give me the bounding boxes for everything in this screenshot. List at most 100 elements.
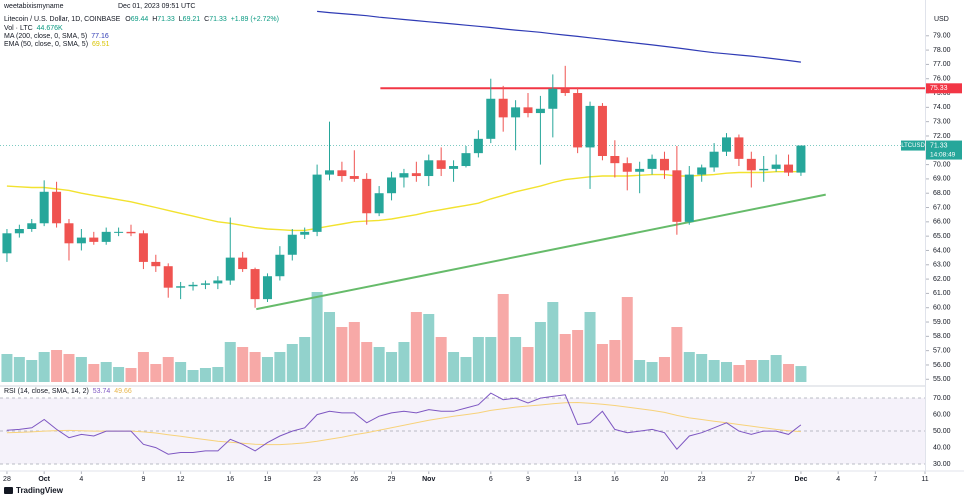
volume-bar [733,365,745,382]
ohlc-letter: O [125,16,131,23]
volume-bar [299,337,311,382]
ohlc-value: 71.33 [209,16,227,23]
candle-body [523,107,533,114]
x-tick-label: 27 [747,476,755,483]
candle-body [163,266,173,288]
symbol-legend: Litecoin / U.S. Dollar, 1D, COINBASE O69… [4,16,279,23]
volume-bar [596,344,608,382]
x-tick-label: 12 [177,476,185,483]
y-tick-label: 57.00 [933,347,951,354]
volume-bar [175,362,187,382]
rsi-lines [6,392,802,455]
x-tick-label: 4 [836,476,840,483]
volume-bar [783,364,795,382]
candle-body [362,178,372,214]
candle-body [39,191,49,224]
x-tick-label: Dec [795,476,808,483]
candle-body [89,237,99,242]
volume-bar [671,327,683,382]
volume-bar [497,294,509,382]
volume-bar [249,352,261,382]
ohlc-letter: C [204,16,209,23]
ohlc-value: 69.21 [183,16,201,23]
candle-body [697,167,707,175]
volume-bar [721,362,733,382]
brand-logo [4,487,13,494]
candle-body [151,261,161,267]
candle-body [659,158,669,171]
volume-bar [485,337,497,382]
brand: TradingView [4,486,64,495]
legend-value: 49.66 [114,388,132,395]
timestamp: Dec 01, 2023 09:51 UTC [118,3,195,10]
candle-body [684,174,694,222]
volume-bar [187,370,199,382]
candle-body [387,177,397,194]
candle-body [486,98,496,139]
candle-body [374,193,384,214]
legend-label: EMA (50, close, 0, SMA, 5) [4,41,88,48]
candle-body [436,160,446,169]
y-tick-label: 73.00 [933,118,951,125]
y-tick-label: 72.00 [933,133,951,140]
volume-bar [311,292,323,382]
legend-label: RSI (14, close, SMA, 14, 2) [4,388,89,395]
volume-bar [448,352,460,382]
candle-body [27,223,37,229]
symbol-label: LTCUSD [901,143,925,149]
candle-body [746,158,756,171]
volume-bar [472,337,484,382]
rsi-layer [0,392,925,465]
candle-body [709,151,719,168]
candle-body [411,173,421,177]
candle-body [325,170,335,175]
candle-body [76,237,86,244]
x-tick-label: 16 [226,476,234,483]
volume-bar [162,357,174,382]
y-tick-label: 60.00 [933,305,951,312]
brand-name: TradingView [16,486,64,495]
candle-body [622,163,632,172]
volume-bar [63,354,75,382]
volume-bar [683,352,695,382]
candle-body [52,191,62,224]
legend-label: Vol · LTC [4,25,33,32]
candle-body [722,137,732,152]
volume-bar [534,322,546,382]
candle-body [349,176,359,179]
y-tick-label: 76.00 [933,76,951,83]
candle-body [734,137,744,159]
y-tick-label: 58.00 [933,333,951,340]
x-tick-label: 29 [388,476,396,483]
candle-body [610,156,620,164]
y-tick-label: 74.00 [933,104,951,111]
candle-body [138,233,148,262]
rsi-ma-line [6,401,801,446]
candle-body [784,164,794,173]
y-tick-label: 62.00 [933,276,951,283]
volume-bar [708,360,720,382]
last-price-box [926,140,962,160]
last-price-label: 71.33 [930,142,948,149]
volume-bar [150,364,162,382]
candle-body [449,166,459,169]
volume-bar [609,340,621,382]
user-name: weetabixismyname [3,3,64,10]
volume-bar [13,357,25,382]
volume-bar [336,327,348,382]
candle-body [573,93,583,148]
candle-body [337,170,347,177]
rsi-tick-label: 60.00 [933,411,951,418]
volume-bar [410,312,422,382]
x-tick-label: 26 [350,476,358,483]
legend-label: MA (200, close, 0, SMA, 5) [4,33,87,40]
volume-bar [572,330,584,382]
trendline [256,193,826,311]
volume-bar [547,302,559,382]
candle-body [64,223,74,244]
candle-body [300,231,310,235]
candle-body [312,174,322,232]
axis-layer: 55.00 56.00 57.00 58.00 59.00 60.00 61.00 62.00… [3,33,962,483]
y-tick-label: 79.00 [933,33,951,40]
